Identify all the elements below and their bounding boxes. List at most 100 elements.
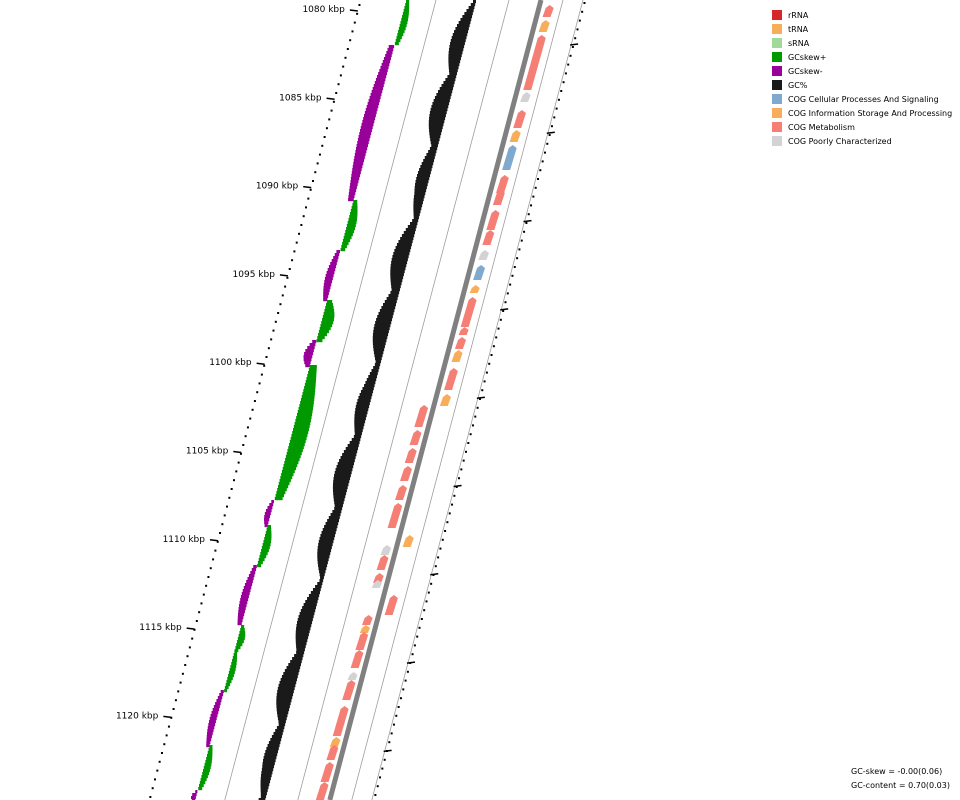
gc-content-bar xyxy=(270,738,282,742)
gc-content-bar xyxy=(335,468,353,472)
gc-skew-pos-bar xyxy=(346,224,356,228)
gc-skew-neg-bar xyxy=(324,277,333,281)
minor-tick xyxy=(160,752,163,754)
minor-tick xyxy=(165,734,168,737)
gc-content-bar xyxy=(277,687,295,691)
gc-content-bar xyxy=(390,291,400,295)
gc-content-bar xyxy=(319,579,324,583)
gc-skew-neg-bar xyxy=(239,604,247,608)
gc-skew-neg-bar xyxy=(303,358,312,362)
gc-content-bar xyxy=(303,603,317,607)
gc-content-bar xyxy=(276,702,291,706)
gc-content-bar xyxy=(317,552,331,556)
gc-content-bar xyxy=(400,237,414,241)
gc-content-bar xyxy=(315,585,322,589)
minor-tick xyxy=(321,144,324,147)
inner-minor-tick xyxy=(432,574,435,576)
gc-skew-neg-bar xyxy=(242,589,251,593)
gc-content-bar xyxy=(398,240,413,244)
gc-skew-pos-bar xyxy=(344,233,353,237)
gc-content-bar xyxy=(351,438,361,442)
minor-tick xyxy=(214,549,217,552)
gc-content-bar xyxy=(378,312,394,316)
minor-tick xyxy=(179,681,182,684)
gc-skew-neg-bar xyxy=(243,586,252,590)
inner-minor-tick xyxy=(492,345,495,348)
gc-content-bar xyxy=(391,285,401,289)
inner-minor-tick xyxy=(576,28,579,31)
minor-tick xyxy=(156,769,159,772)
major-tick xyxy=(233,450,242,454)
gc-skew-neg-bar xyxy=(244,583,253,587)
gc-content-bar xyxy=(355,408,369,412)
inner-minor-tick xyxy=(567,63,570,66)
gc-skew-pos-bar xyxy=(317,336,325,340)
legend-swatch xyxy=(772,136,782,146)
feature-arrow xyxy=(380,545,392,555)
minor-tick xyxy=(342,65,345,68)
gc-content-bar xyxy=(317,582,323,586)
gc-skew-pos-bar xyxy=(229,668,236,672)
gc-skew-pos-bar xyxy=(208,748,213,752)
minor-tick xyxy=(302,215,305,218)
gc-skew-neg-bar xyxy=(265,509,272,513)
gc-skew-pos-bar xyxy=(237,640,244,644)
inner-minor-tick xyxy=(446,521,449,524)
gc-skew-neg-bar xyxy=(206,738,212,742)
gc-skew-pos-bar xyxy=(258,558,265,562)
gc-skew-pos-bar xyxy=(319,327,331,331)
gc-content-bar xyxy=(449,72,457,76)
gc-content-bar xyxy=(433,99,450,103)
gc-skew-pos-bar xyxy=(204,763,212,767)
gc-content-bar xyxy=(324,525,338,529)
gc-content-bar xyxy=(413,204,423,208)
gc-skew-neg-bar xyxy=(325,274,334,278)
gc-content-bar xyxy=(458,21,471,25)
gc-skew-pos-bar xyxy=(318,330,329,334)
gc-content-bar xyxy=(413,195,425,199)
inner-minor-tick xyxy=(488,362,491,365)
outer-tick-ring: 1080 kbp 1085 kbp 1090 kbp 1095 kbp 1100 kbp… xyxy=(116,4,361,798)
gc-skew-neg-bar xyxy=(323,298,328,302)
feature-arrow xyxy=(395,485,407,500)
gc-skew-pos-bar xyxy=(405,3,410,7)
gc-skew-neg-bar xyxy=(331,259,338,263)
gc-content-bar xyxy=(369,372,378,376)
feature-arrow xyxy=(473,265,486,280)
inner-minor-tick xyxy=(386,750,388,752)
gc-content-bar xyxy=(450,42,465,46)
legend-item: rRNA xyxy=(772,8,952,22)
minor-tick xyxy=(212,558,215,561)
gc-skew-pos-bar xyxy=(406,0,410,4)
gc-content-bar xyxy=(415,180,429,184)
gc-content-bar xyxy=(424,156,435,160)
gc-content-bar xyxy=(275,729,284,733)
gc-skew-neg-bar xyxy=(360,126,373,130)
gc-content-bar xyxy=(448,63,460,67)
gc-skew-neg-bar xyxy=(364,111,377,115)
track-guide-lines xyxy=(224,0,584,800)
gc-content-bar xyxy=(317,555,330,559)
gc-skew-pos-bar xyxy=(342,239,351,243)
feature-arrow xyxy=(355,632,369,650)
gc-skew-pos-bar xyxy=(209,745,213,749)
minor-tick xyxy=(349,39,352,42)
feature-track xyxy=(315,0,554,800)
gc-skew-pos-bar xyxy=(349,215,358,219)
gc-skew-pos-bar xyxy=(353,200,358,204)
gc-skew-neg-bar xyxy=(305,364,310,368)
gc-skew-pos-bar xyxy=(287,449,303,453)
gc-skew-neg-bar xyxy=(237,622,242,626)
gc-skew-track xyxy=(190,0,410,800)
gc-content-bar xyxy=(321,531,336,535)
gc-skew-pos-bar xyxy=(299,404,314,408)
gc-skew-neg-bar xyxy=(368,99,380,103)
gc-content-bar xyxy=(431,144,438,148)
inner-minor-tick xyxy=(541,160,544,163)
minor-tick xyxy=(184,664,187,666)
inner-minor-tick xyxy=(390,732,393,735)
legend-item: COG Cellular Processes And Signaling xyxy=(772,92,952,106)
legend-swatch xyxy=(772,38,782,48)
feature-arrow xyxy=(414,405,429,427)
inner-minor-tick xyxy=(379,776,382,779)
